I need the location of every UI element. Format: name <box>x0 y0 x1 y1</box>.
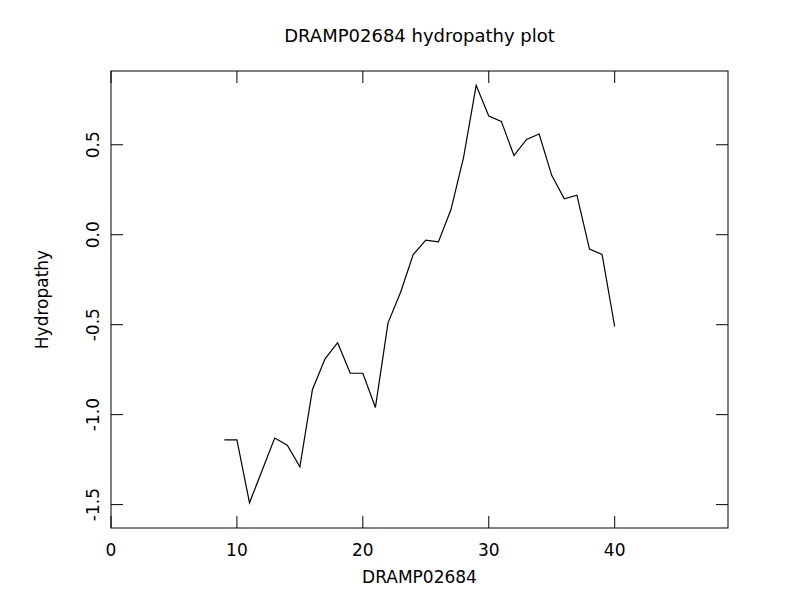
y-tick-right <box>716 144 728 145</box>
x-tick-label: 0 <box>106 540 117 560</box>
x-tick-label: 40 <box>604 540 626 560</box>
title: DRAMP02684 hydropathy plot <box>284 25 555 46</box>
x-tick-label: 20 <box>352 540 374 560</box>
y-axis-label: Hydropathy <box>32 250 52 349</box>
frame <box>111 71 728 528</box>
x-tick <box>362 516 363 528</box>
x-tick-top <box>236 71 237 83</box>
y-tick-label: -1.0 <box>83 398 103 431</box>
y-tick-right <box>716 414 728 415</box>
y-tick <box>111 504 123 505</box>
background <box>0 0 800 600</box>
y-tick-right <box>716 504 728 505</box>
x-tick-label: 30 <box>478 540 500 560</box>
x-tick-top <box>488 71 489 83</box>
x-tick-label: 10 <box>226 540 248 560</box>
y-tick <box>111 324 123 325</box>
y-tick <box>111 234 123 235</box>
x-axis-label: DRAMP02684 <box>362 567 477 587</box>
y-tick-label: 0.0 <box>83 221 103 248</box>
x-tick-top <box>111 71 112 83</box>
y-tick <box>111 414 123 415</box>
x-tick-top <box>614 71 615 83</box>
chart: 0 10 20 30 40 -1.5 -1.0 -0.5 0.0 0.5 DRAMP02684 hy… <box>0 0 800 600</box>
y-tick-right <box>716 324 728 325</box>
x-tick <box>614 516 615 528</box>
y-tick-label: -1.5 <box>83 488 103 521</box>
x-tick <box>488 516 489 528</box>
x-tick <box>111 516 112 528</box>
y-tick <box>111 144 123 145</box>
y-tick-right <box>716 234 728 235</box>
y-tick-label: 0.5 <box>83 131 103 158</box>
y-tick-label: -0.5 <box>83 308 103 341</box>
x-tick <box>236 516 237 528</box>
plot-area <box>224 85 614 502</box>
x-tick-top <box>362 71 363 83</box>
hydropathy-line <box>224 85 614 502</box>
